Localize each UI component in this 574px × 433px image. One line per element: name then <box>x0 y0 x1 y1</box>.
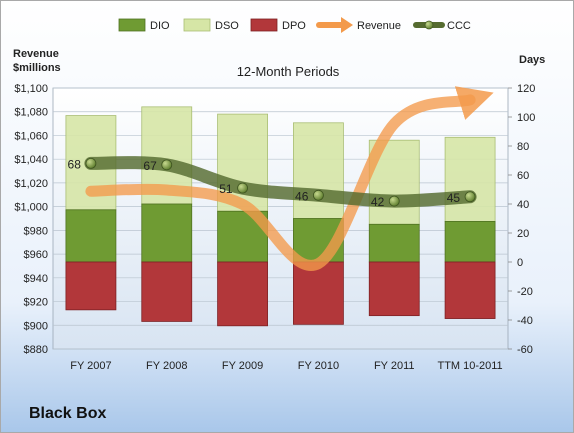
y-left-tick-label: $880 <box>24 344 48 356</box>
bar-dpo <box>444 261 496 319</box>
y-right-tick-label: -20 <box>517 286 533 298</box>
bar-dpo <box>217 261 268 327</box>
bar-dpo <box>293 261 344 325</box>
ccc-data-label: 68 <box>68 157 82 171</box>
y-left-tick-label: $1,060 <box>14 130 48 142</box>
legend-swatch-dot <box>424 20 434 30</box>
x-tick-label: FY 2007 <box>70 360 111 372</box>
y-left-label-line1: Revenue <box>13 48 59 60</box>
gridlines <box>53 87 508 350</box>
y-left-tick-label: $980 <box>24 225 48 237</box>
y-left-tick-label: $1,000 <box>14 202 48 214</box>
ccc-data-label: 67 <box>143 159 157 173</box>
y-right-label: Days <box>519 54 545 66</box>
ccc-data-label: 51 <box>219 182 233 196</box>
revenue-point <box>166 189 167 190</box>
bar-dio <box>65 209 117 263</box>
ccc-line <box>84 156 477 208</box>
ccc-point <box>313 189 324 201</box>
y-right-tick-label: 60 <box>517 170 529 182</box>
y-right-tick-label: 40 <box>517 199 529 211</box>
bar-dpo <box>65 261 117 311</box>
x-tick-label: FY 2009 <box>222 360 263 372</box>
y-left-tick-label: $1,020 <box>14 178 48 190</box>
bar-dso <box>444 136 496 222</box>
legend-label: DPO <box>282 20 306 32</box>
x-tick-label: FY 2011 <box>374 360 415 372</box>
company-name: Black Box <box>29 405 107 422</box>
x-tick-label: FY 2010 <box>298 360 339 372</box>
legend-label: CCC <box>447 20 471 32</box>
chart-subtitle: 12-Month Periods <box>237 64 340 79</box>
revenue-point <box>242 204 243 205</box>
legend-swatch <box>183 18 211 32</box>
x-tick-label: FY 2008 <box>146 360 187 372</box>
legend-swatch-head <box>341 17 353 33</box>
legend-label: DSO <box>215 20 239 32</box>
revenue-point <box>394 123 395 124</box>
ccc-point <box>388 195 400 207</box>
revenue-line <box>85 86 494 271</box>
revenue-point <box>469 99 470 100</box>
bar-dpo <box>141 261 193 322</box>
y-right-tick-label: 100 <box>517 112 535 124</box>
legend-swatch <box>118 18 146 32</box>
y-left-tick-label: $1,040 <box>14 154 48 166</box>
y-right-tick-label: -60 <box>517 344 533 356</box>
legend-label: Revenue <box>357 20 401 32</box>
ccc-point <box>161 159 173 171</box>
ccc-data-label: 45 <box>447 191 461 205</box>
lines: 68 67 51 46 42 45 <box>68 86 494 271</box>
y-left-tick-label: $960 <box>24 249 48 261</box>
revenue-point <box>318 263 319 264</box>
ccc-point <box>85 157 97 169</box>
axes: $880 $900 $920 $940 $960 $980 $1,000 $1,020 $1,0… <box>14 83 535 372</box>
ccc-data-label: 42 <box>371 195 385 209</box>
bar-dio <box>444 220 496 263</box>
x-tick-label: TTM 10-2011 <box>437 360 502 372</box>
ccc-data-label: 46 <box>295 189 309 203</box>
bar-dso <box>293 122 344 219</box>
y-left-tick-label: $920 <box>24 297 48 309</box>
y-left-tick-label: $900 <box>24 320 48 332</box>
y-right-tick-label: 0 <box>517 257 523 269</box>
legend: DIO DSO DPO Revenue CCC <box>118 17 471 33</box>
y-right-tick-label: -40 <box>517 315 533 327</box>
bar-dpo <box>368 261 420 317</box>
legend-swatch <box>250 18 278 32</box>
ccc-point <box>237 182 248 194</box>
bar-dio <box>141 203 193 263</box>
y-right-tick-label: 20 <box>517 228 529 240</box>
y-right-tick-label: 120 <box>517 83 535 95</box>
y-left-label-line2: $millions <box>13 62 61 74</box>
ccc-point <box>464 191 476 203</box>
y-right-tick-label: 80 <box>517 141 529 153</box>
bar-dio <box>368 223 420 263</box>
plot-area <box>52 87 509 350</box>
legend-label: DIO <box>150 20 170 32</box>
y-left-tick-label: $1,080 <box>14 107 48 119</box>
revenue-point <box>90 191 91 192</box>
y-left-tick-label: $940 <box>24 273 48 285</box>
y-left-tick-label: $1,100 <box>14 83 48 95</box>
